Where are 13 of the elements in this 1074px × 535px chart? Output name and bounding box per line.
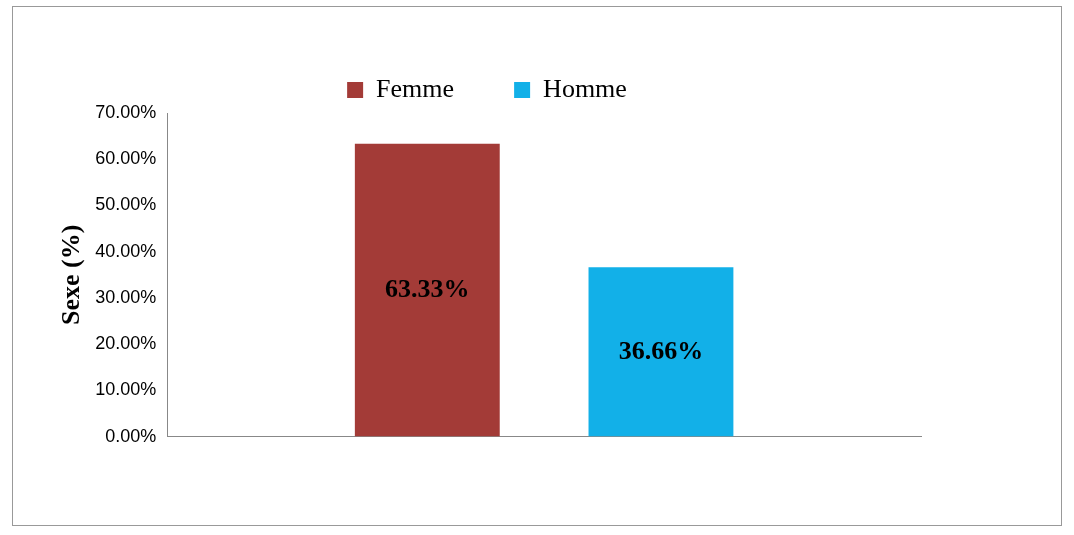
y-tick-label: 40.00%	[95, 240, 157, 261]
y-tick-label: 0.00%	[105, 425, 157, 446]
legend-label: Homme	[543, 73, 627, 103]
y-axis-title: Sexe (%)	[56, 224, 86, 325]
y-tick-label: 20.00%	[95, 333, 157, 354]
y-tick-label: 10.00%	[95, 379, 157, 400]
data-label: 36.66%	[618, 335, 704, 365]
y-tick-label: 70.00%	[95, 101, 157, 122]
legend-label: Femme	[376, 73, 455, 103]
y-tick-label: 50.00%	[95, 194, 157, 215]
y-tick-label: 60.00%	[95, 148, 157, 169]
y-tick-label: 30.00%	[95, 286, 157, 307]
data-label: 63.33%	[385, 273, 470, 303]
